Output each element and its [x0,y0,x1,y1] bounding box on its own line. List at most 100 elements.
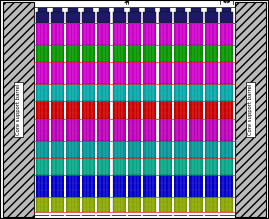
Bar [174,23,187,45]
Bar [36,62,49,84]
Bar [143,175,157,197]
Bar [36,158,49,175]
Bar [205,12,218,23]
Bar [36,84,49,101]
Bar [112,84,126,101]
Bar [51,175,64,197]
Bar [189,175,203,197]
Bar [205,84,218,101]
Bar [128,141,141,158]
Bar [174,45,187,62]
Bar [112,23,126,45]
Bar [97,101,110,119]
Bar [112,158,126,175]
Bar [82,45,95,62]
Bar [128,62,141,84]
Bar [205,158,218,175]
Bar [34,7,235,215]
Bar [114,8,124,12]
Bar [84,8,93,12]
Bar [128,12,141,23]
Bar [68,8,78,12]
Bar [51,197,64,212]
Bar [112,45,126,62]
Bar [82,12,95,23]
Bar [99,8,109,12]
Bar [112,175,126,197]
Bar [97,197,110,212]
Bar [174,101,187,119]
Bar [207,8,216,12]
Text: Core support barrel: Core support barrel [248,84,253,135]
Bar [3,2,34,217]
Bar [159,158,172,175]
Bar [97,175,110,197]
Bar [160,8,170,12]
Bar [53,8,62,12]
Bar [97,141,110,158]
Bar [51,119,64,141]
Bar [66,119,80,141]
Bar [82,197,95,212]
Bar [174,84,187,101]
Bar [189,101,203,119]
Bar [159,23,172,45]
Bar [159,62,172,84]
Bar [51,45,64,62]
Bar [66,84,80,101]
Bar [97,84,110,101]
Bar [66,141,80,158]
Bar [36,101,49,119]
Bar [51,62,64,84]
Bar [189,197,203,212]
Bar [66,158,80,175]
Bar [128,119,141,141]
Bar [97,62,110,84]
Bar [51,101,64,119]
Bar [205,141,218,158]
Bar [38,8,47,12]
Bar [128,101,141,119]
Bar [51,158,64,175]
Bar [36,197,49,212]
Bar [174,158,187,175]
Bar [189,119,203,141]
Bar [220,23,233,45]
Bar [36,23,49,45]
Bar [143,84,157,101]
Bar [143,23,157,45]
Bar [205,119,218,141]
Bar [128,197,141,212]
Bar [51,141,64,158]
Bar [189,141,203,158]
Bar [174,12,187,23]
Bar [82,84,95,101]
Bar [97,158,110,175]
Bar [159,45,172,62]
Bar [82,119,95,141]
Bar [189,158,203,175]
Bar [82,175,95,197]
Bar [220,12,233,23]
Bar [205,197,218,212]
Bar [82,141,95,158]
Bar [159,84,172,101]
Bar [235,2,266,217]
Bar [128,45,141,62]
Bar [112,197,126,212]
Bar [174,197,187,212]
Bar [205,101,218,119]
Text: Core support barrel: Core support barrel [16,84,21,135]
Bar [205,62,218,84]
Bar [159,175,172,197]
Bar [66,45,80,62]
Bar [128,158,141,175]
Bar [36,141,49,158]
Bar [82,158,95,175]
Bar [66,197,80,212]
Bar [66,101,80,119]
Bar [174,175,187,197]
Bar [66,12,80,23]
Bar [143,62,157,84]
Bar [51,12,64,23]
